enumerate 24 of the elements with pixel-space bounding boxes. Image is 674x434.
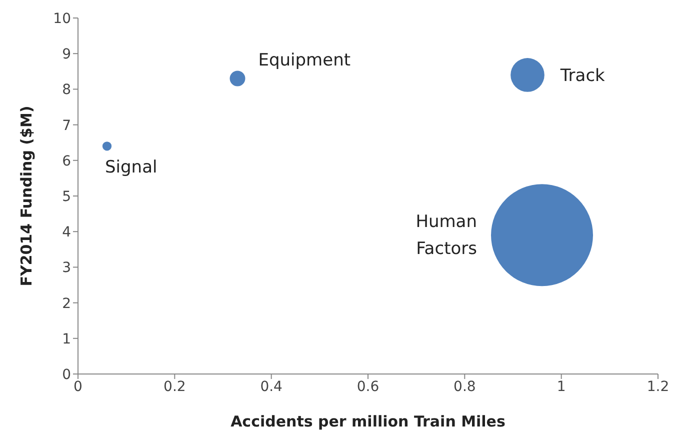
y-tick-label: 1 <box>62 331 71 348</box>
series-label: Equipment <box>258 50 351 71</box>
y-axis-title: FY2014 Funding ($M) <box>17 106 36 286</box>
x-tick-label: 0.6 <box>356 378 380 395</box>
y-tick-label: 5 <box>62 188 71 205</box>
y-tick-label: 9 <box>62 46 71 63</box>
x-tick-label: 0.2 <box>164 378 186 395</box>
y-tick-label: 7 <box>62 118 71 134</box>
series-label: Human Factors <box>416 212 478 260</box>
x-tick-label: 1 <box>556 378 566 395</box>
y-tick-label: 6 <box>62 153 72 170</box>
x-tick-label: 0.8 <box>454 378 476 395</box>
y-tick-label: 3 <box>62 260 71 276</box>
y-tick-label: 2 <box>62 296 71 312</box>
y-tick-label: 4 <box>62 224 72 241</box>
series-label: Track <box>559 66 606 86</box>
y-tick-label: 0 <box>62 366 71 383</box>
x-tick-label: 0 <box>74 378 82 395</box>
x-axis-title: Accidents per million Train Miles <box>230 412 506 431</box>
y-tick-label: 10 <box>53 10 71 27</box>
x-tick-label: 0.4 <box>260 378 283 395</box>
x-tick-label: 1.2 <box>646 378 670 395</box>
series-label: Signal <box>105 158 158 178</box>
y-tick-label: 8 <box>62 82 71 98</box>
